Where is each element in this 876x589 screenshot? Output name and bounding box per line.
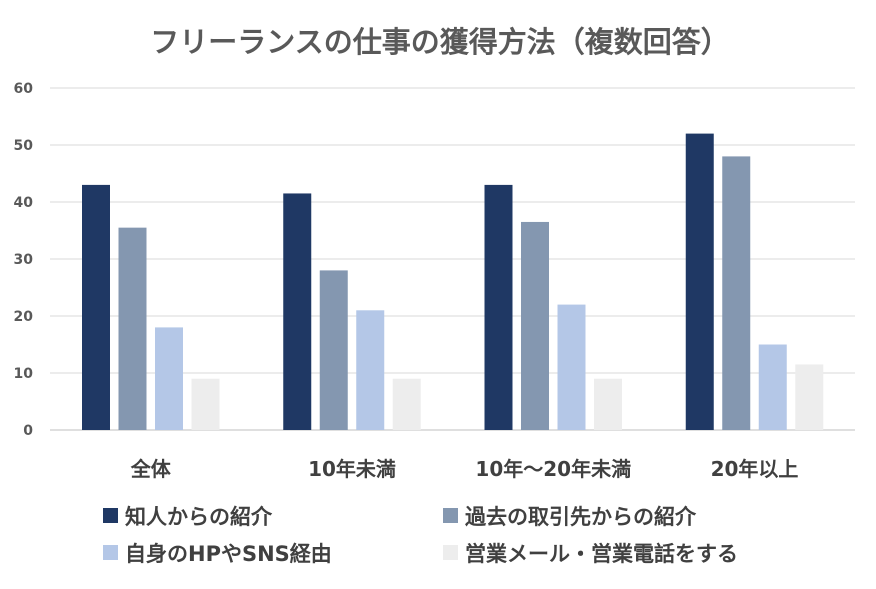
legend-swatch [103,508,118,523]
y-tick-label: 30 [14,252,34,268]
bar [283,193,312,430]
legend-swatch [443,508,458,523]
y-tick-label: 60 [14,81,34,97]
bar [557,304,586,430]
legend-swatch [443,545,458,560]
x-tick-label: 10年～20年未満 [475,457,631,481]
x-tick-label: 10年未満 [308,457,396,481]
legend-label: 営業メール・営業電話をする [465,542,738,566]
bar [82,184,110,430]
bar [758,344,787,430]
y-tick-label: 0 [23,423,33,439]
legend-label: 自身のHPやSNS経由 [125,542,332,566]
bar [319,270,348,430]
x-tick-label: 全体 [130,457,172,481]
y-tick-label: 20 [14,309,34,325]
legend-label: 過去の取引先からの紹介 [465,505,697,529]
x-tick-label: 20年以上 [711,457,799,481]
legend-label: 知人からの紹介 [125,505,273,529]
bar [795,364,824,430]
bar [484,184,513,430]
bar [191,378,220,430]
bar [685,133,714,430]
bar [594,378,622,430]
y-tick-label: 50 [14,138,34,154]
bar [118,227,147,430]
y-tick-label: 10 [14,366,34,382]
bar [521,221,549,430]
bar [356,310,385,430]
chart-title: フリーランスの仕事の獲得方法（複数回答） [150,25,729,59]
bar [155,327,183,430]
bar [392,378,421,430]
bar [722,156,751,430]
y-tick-label: 40 [14,195,34,211]
legend-swatch [103,545,118,560]
